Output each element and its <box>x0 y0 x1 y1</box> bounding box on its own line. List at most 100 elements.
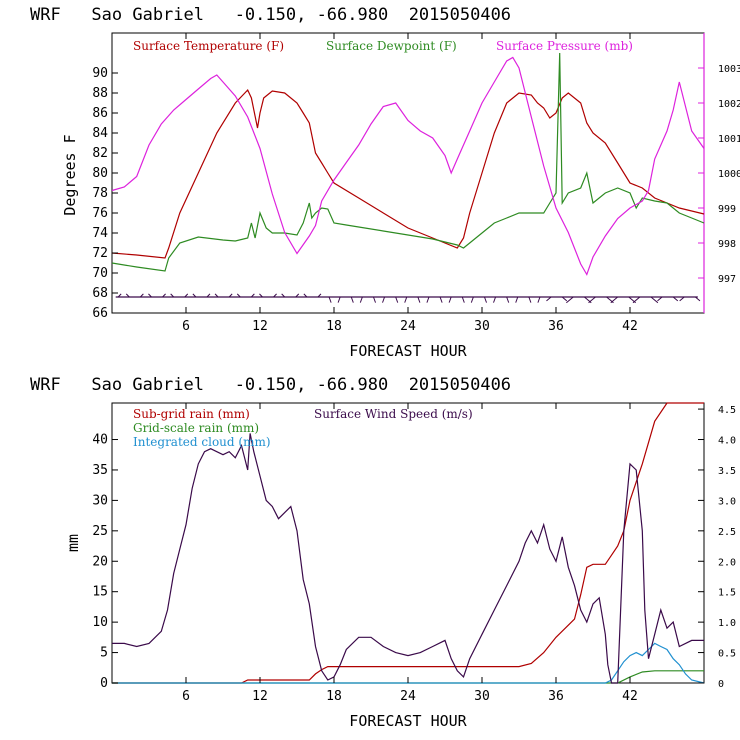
x-tick-label: 36 <box>548 689 564 704</box>
wind-barb <box>439 296 443 303</box>
wind-barb <box>493 296 497 303</box>
wind-barb <box>228 293 233 298</box>
wind-barb <box>295 293 300 298</box>
wind-barb <box>273 293 277 298</box>
y2-tick-label: 998 <box>718 239 736 250</box>
series-line-surface-pressure <box>111 56 705 276</box>
wind-barb <box>566 296 574 304</box>
panel2-x-axis-label: FORECAST HOUR <box>349 712 467 730</box>
wind-barb <box>125 293 130 298</box>
wind-barb <box>404 296 408 303</box>
wind-barb <box>162 293 166 298</box>
y-tick-label: 25 <box>92 524 108 539</box>
wind-barb <box>184 293 189 298</box>
panel1-plot-frame <box>111 32 705 314</box>
panel2-y-axis-label: mm <box>64 534 82 552</box>
y2-tick-label: 999 <box>718 204 736 215</box>
wind-barb <box>546 296 552 302</box>
y-tick-label: 88 <box>92 86 108 101</box>
x-tick-label: 18 <box>326 319 342 334</box>
wind-barb <box>395 296 399 303</box>
wind-barb <box>303 293 308 298</box>
y2-tick-label: 1.0 <box>718 618 736 629</box>
legend-gridscale-rain: Grid-scale rain (mm) <box>133 421 259 435</box>
y2-tick-label: 1.5 <box>718 588 736 599</box>
y-tick-label: 80 <box>92 166 108 181</box>
wind-barb <box>528 296 532 303</box>
x-tick-label: 6 <box>182 319 190 334</box>
y-tick-label: 72 <box>92 246 108 261</box>
y-tick-label: 84 <box>92 126 108 141</box>
wind-barb <box>192 293 197 298</box>
series-line-integrated-cloud <box>112 642 705 684</box>
wind-barb <box>251 293 255 298</box>
y-tick-label: 82 <box>92 146 108 161</box>
x-tick-label: 12 <box>252 319 268 334</box>
y-tick-label: 10 <box>92 615 108 630</box>
temperature-panel: WRF Sao Gabriel -0.150, -66.980 20150504… <box>30 5 740 360</box>
wind-barbs-row <box>115 293 701 304</box>
panel2-title: WRF Sao Gabriel -0.150, -66.980 20150504… <box>30 375 511 395</box>
wind-barb <box>679 296 685 302</box>
y-tick-label: 30 <box>92 493 108 508</box>
x-tick-label: 6 <box>182 689 190 704</box>
wind-barb <box>461 296 465 303</box>
wind-barb <box>588 296 596 304</box>
series-line-surface-dewpoint <box>111 52 705 272</box>
wind-barb <box>317 293 322 298</box>
wind-barb <box>561 296 568 302</box>
series-line-surface-temperature <box>111 88 705 259</box>
y-tick-label: 40 <box>92 433 108 448</box>
wind-barb <box>537 296 541 303</box>
x-tick-label: 24 <box>400 319 416 334</box>
wind-barb <box>281 293 286 298</box>
x-tick-label: 30 <box>474 319 490 334</box>
wind-barb <box>328 296 332 303</box>
legend-surface-temperature: Surface Temperature (F) <box>133 39 284 53</box>
x-tick-label: 42 <box>622 689 638 704</box>
y-tick-label: 5 <box>100 646 108 661</box>
x-tick-label: 42 <box>622 319 638 334</box>
wind-barb <box>610 296 618 304</box>
wind-barb <box>206 293 211 298</box>
y-tick-label: 90 <box>92 66 108 81</box>
legend-subgrid-rain: Sub-grid rain (mm) <box>133 407 250 421</box>
panel1-x-axis-label: FORECAST HOUR <box>349 342 467 360</box>
wind-barb <box>506 296 510 303</box>
y-tick-label: 20 <box>92 554 108 569</box>
y2-tick-label: 0 <box>718 679 724 690</box>
y-tick-label: 35 <box>92 463 108 478</box>
wind-barb <box>140 293 144 298</box>
wind-barb <box>236 293 241 298</box>
y2-tick-label: 2.5 <box>718 527 736 538</box>
precipitation-panel: WRF Sao Gabriel -0.150, -66.980 20150504… <box>30 375 736 730</box>
wind-barb <box>695 296 701 302</box>
wind-barb <box>117 293 122 298</box>
y2-tick-label: 4.5 <box>718 405 736 416</box>
panel1-y-axis-label: Degrees F <box>61 134 79 215</box>
y2-tick-label: 4.0 <box>718 436 736 447</box>
wind-barb <box>515 296 519 303</box>
wind-barb <box>632 296 641 304</box>
wind-barb <box>350 296 354 303</box>
legend-surface-dewpoint: Surface Dewpoint (F) <box>326 39 457 53</box>
y-tick-label: 74 <box>92 226 108 241</box>
wind-barb <box>650 296 659 304</box>
wind-barb <box>148 293 152 298</box>
x-tick-label: 24 <box>400 689 416 704</box>
wind-barb <box>382 296 386 303</box>
y2-tick-label: 3.0 <box>718 496 736 507</box>
y2-tick-label: 1000 <box>718 169 740 180</box>
wind-barb <box>426 296 430 303</box>
wind-barb <box>657 296 663 302</box>
y2-tick-label: 2.0 <box>718 557 736 568</box>
x-tick-label: 30 <box>474 689 490 704</box>
x-tick-label: 18 <box>326 689 342 704</box>
y-tick-label: 78 <box>92 186 108 201</box>
y2-tick-label: 997 <box>718 274 736 285</box>
y-tick-label: 86 <box>92 106 108 121</box>
wind-barb <box>417 296 421 303</box>
wind-barb <box>470 296 474 303</box>
wind-barb <box>359 296 363 303</box>
